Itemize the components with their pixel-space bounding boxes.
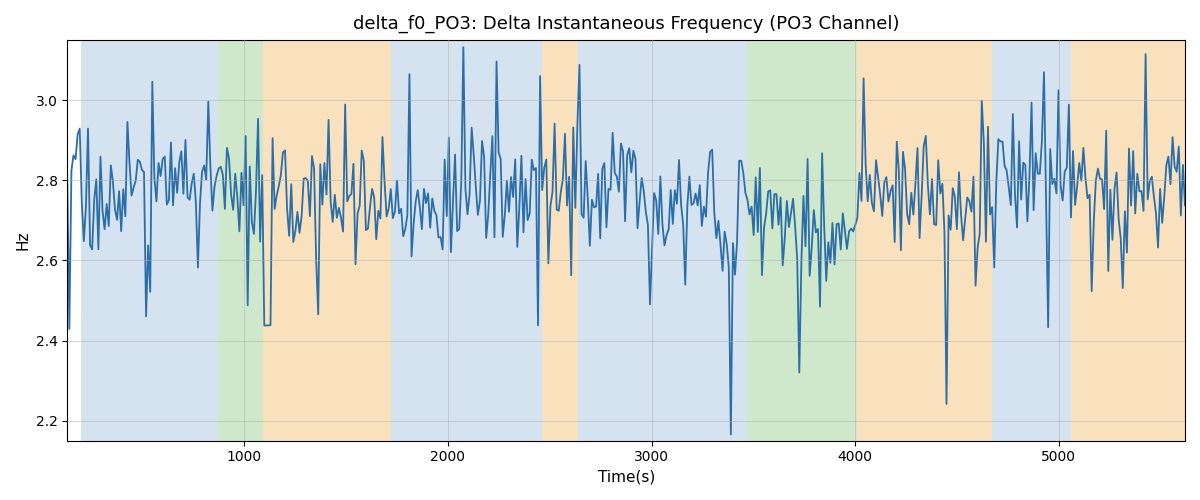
Bar [578, 40, 716, 440]
Title: delta_f0_PO3: Delta Instantaneous Frequency (PO3 Channel): delta_f0_PO3: Delta Instantaneous Freque… [353, 15, 899, 34]
Bar [857, 40, 991, 440]
Bar [991, 40, 1070, 440]
Bar [421, 40, 541, 440]
Bar [391, 40, 421, 440]
Bar [541, 40, 578, 440]
Bar [263, 40, 391, 440]
Y-axis label: Hz: Hz [16, 230, 30, 250]
Bar [218, 40, 263, 440]
Bar [80, 40, 218, 440]
Bar [716, 40, 748, 440]
Bar [748, 40, 857, 440]
Bar [1070, 40, 1186, 440]
X-axis label: Time(s): Time(s) [598, 470, 655, 485]
